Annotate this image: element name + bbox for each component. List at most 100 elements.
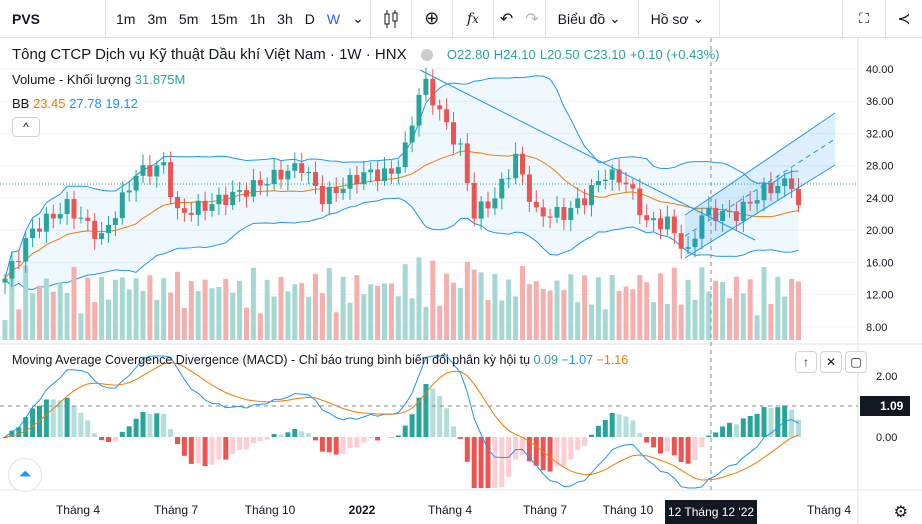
macd-histogram-bar xyxy=(319,437,325,452)
interval-W[interactable]: W xyxy=(326,10,341,27)
candle-body xyxy=(333,186,339,194)
close-pane-button[interactable]: ✕ xyxy=(820,351,842,373)
candle xyxy=(99,221,105,245)
interval-D[interactable]: D xyxy=(304,10,315,27)
move-up-button[interactable]: ↑ xyxy=(795,351,817,373)
candle xyxy=(43,207,49,243)
candle-body xyxy=(202,200,208,211)
candle-body xyxy=(106,224,111,234)
candle xyxy=(554,195,560,224)
candle-body xyxy=(140,165,146,176)
redo-icon[interactable]: ↷ xyxy=(525,10,539,28)
macd-histogram-bar xyxy=(616,414,622,437)
maximize-pane-button[interactable]: ▢ xyxy=(845,351,867,373)
volume-bar xyxy=(499,300,505,340)
volume-value: 31.875M xyxy=(134,72,186,87)
candle xyxy=(513,142,519,185)
candle-body xyxy=(375,169,381,181)
bb-label: BB xyxy=(12,96,30,111)
price-tick-label: 40.00 xyxy=(866,64,894,76)
macd-histogram-bar xyxy=(313,437,318,441)
interval-3h[interactable]: 3h xyxy=(277,10,293,27)
macd-histogram-bar xyxy=(678,437,684,462)
candle xyxy=(50,204,56,229)
interval-dropdown-chevron-icon[interactable]: ⌄ xyxy=(352,10,364,26)
macd-histogram-bar xyxy=(485,437,491,488)
macd-histogram-bar xyxy=(499,437,505,488)
candle xyxy=(64,191,70,225)
candle xyxy=(257,171,263,196)
interval-15m[interactable]: 15m xyxy=(210,10,238,27)
macd-histogram-bar xyxy=(789,409,795,437)
candle-body xyxy=(520,153,525,175)
hide-icon[interactable] xyxy=(420,49,433,62)
macd-histogram-bar xyxy=(733,424,739,437)
volume-bar xyxy=(395,296,401,340)
volume-legend: Volume - Khối lượng 31.875M xyxy=(12,72,185,87)
candle xyxy=(789,168,795,198)
candle xyxy=(740,195,746,233)
macd-histogram-bar xyxy=(437,395,443,437)
profile-menu-button[interactable]: Hồ sơ ⌄ xyxy=(650,10,705,27)
fullscreen-icon[interactable]: ⛶ xyxy=(859,10,869,26)
macd-histogram-bar xyxy=(140,411,146,437)
macd-histogram-bar xyxy=(464,437,470,462)
undo-icon[interactable]: ↶ xyxy=(499,10,514,28)
candle-body xyxy=(499,178,505,199)
macd-histogram-bar xyxy=(685,437,691,464)
candle xyxy=(768,172,774,202)
chart-menu-button[interactable]: Biểu đồ ⌄ xyxy=(557,10,621,27)
candle xyxy=(637,178,643,225)
candle-style-icon[interactable] xyxy=(371,0,411,38)
candle xyxy=(278,160,284,189)
interval-1m[interactable]: 1m xyxy=(116,10,136,27)
symbol-button[interactable]: PVS xyxy=(12,10,41,27)
volume-bar xyxy=(733,276,739,340)
collapse-legend-button[interactable]: ^ xyxy=(12,117,40,137)
candle-body xyxy=(30,228,36,239)
candle xyxy=(306,167,312,185)
volume-bar xyxy=(202,279,208,340)
macd-histogram-bar xyxy=(92,433,98,437)
time-tick-label: Tháng 4 xyxy=(56,503,100,517)
macd-line xyxy=(4,355,799,489)
macd-histogram-bar xyxy=(796,419,801,437)
candle-body xyxy=(685,247,691,249)
interval-3m[interactable]: 3m xyxy=(147,10,167,27)
time-tick-label: Tháng 10 xyxy=(245,503,296,517)
macd-tick-label: 2.00 xyxy=(876,371,897,383)
candle-body xyxy=(43,213,49,232)
candle-body xyxy=(16,261,22,263)
interval-5m[interactable]: 5m xyxy=(178,10,199,27)
volume-bar xyxy=(223,278,229,340)
candle-body xyxy=(478,201,484,219)
candle-body xyxy=(50,213,56,219)
channel-middle xyxy=(684,138,836,237)
interval-1h[interactable]: 1h xyxy=(249,10,266,27)
volume-bar xyxy=(520,266,525,340)
macd-histogram-bar xyxy=(754,413,760,437)
add-compare-icon[interactable]: ⊕ xyxy=(424,8,440,28)
candle-body xyxy=(444,109,450,123)
candle-body xyxy=(382,168,387,181)
volume-bar xyxy=(437,305,443,340)
candle-body xyxy=(678,233,684,249)
candle-body xyxy=(326,186,332,205)
candle-body xyxy=(623,182,629,185)
candle xyxy=(485,191,491,218)
settings-gear-icon[interactable]: ⚙ xyxy=(893,504,908,521)
candle-body xyxy=(154,165,160,177)
macd-histogram-bar xyxy=(671,437,677,456)
candle xyxy=(595,170,601,193)
price-chart[interactable]: 40.00 36.00 32.00 28.00 24.00 20.00 16.00 12.00… xyxy=(0,38,922,524)
volume-bar xyxy=(644,282,650,340)
macd-histogram-bar xyxy=(126,426,132,437)
volume-bar xyxy=(568,274,574,340)
candle-body xyxy=(713,207,719,222)
macd-histogram-bar xyxy=(409,414,415,437)
tradingview-logo-icon[interactable]: ⏶ xyxy=(8,458,42,492)
candle xyxy=(154,160,160,188)
volume-bar xyxy=(630,289,636,340)
share-icon[interactable]: ≺ xyxy=(897,10,911,28)
